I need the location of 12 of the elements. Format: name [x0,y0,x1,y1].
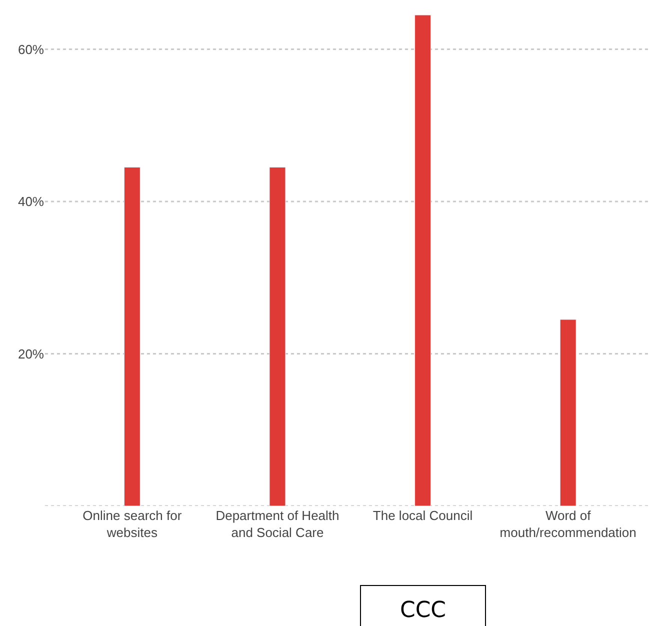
x-tick-label: Word of mouth/recommendation [500,508,636,540]
x-tick-label: Online search for websites [82,508,182,540]
bar [414,15,432,506]
y-tick-label: 60% [18,42,44,57]
y-tick-label: 20% [18,346,44,362]
text: CCC [400,598,446,623]
x-tick-label: The local Council [372,508,473,523]
bar [124,167,140,506]
x-tick-label: Department of Health and Social Care [216,508,340,540]
bar [560,319,576,506]
bar [269,167,286,506]
y-tick-label: 40% [18,194,44,210]
